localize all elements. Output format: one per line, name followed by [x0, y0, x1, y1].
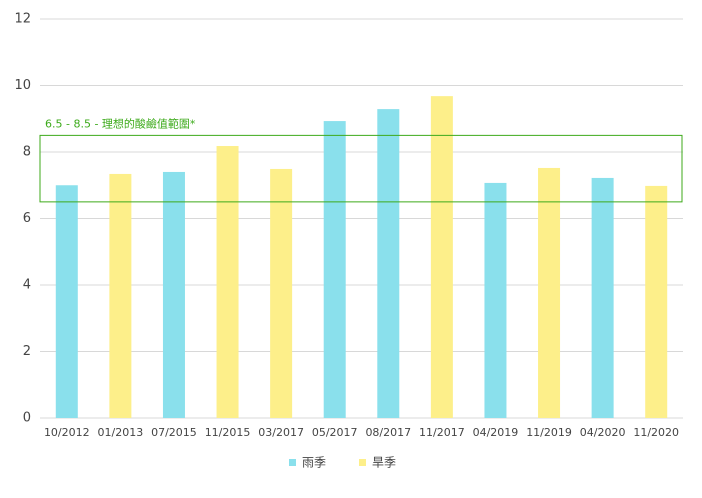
y-tick-label: 4 [23, 278, 31, 293]
x-tick-label: 05/2017 [312, 426, 358, 439]
bar [109, 173, 132, 418]
bar [484, 182, 507, 418]
bar [270, 168, 293, 418]
y-tick-label: 8 [23, 145, 31, 160]
x-tick-label: 11/2017 [419, 426, 465, 439]
bar [591, 177, 614, 418]
legend-swatch [359, 459, 366, 466]
y-tick-label: 0 [23, 411, 31, 426]
x-tick-label: 11/2015 [205, 426, 251, 439]
x-tick-label: 08/2017 [365, 426, 411, 439]
bar [162, 171, 185, 418]
bar [216, 146, 239, 418]
x-tick-label: 01/2013 [98, 426, 144, 439]
reference-band [39, 134, 683, 203]
x-tick-label: 03/2017 [258, 426, 304, 439]
band-label: 6.5 - 8.5 - 理想的酸鹼值範圍* [45, 116, 196, 130]
bar [323, 121, 346, 418]
bar [377, 109, 400, 419]
x-tick-label: 04/2019 [473, 426, 519, 439]
legend-label: 雨季 [302, 456, 326, 470]
y-tick-label: 6 [23, 211, 31, 226]
x-tick-label: 04/2020 [580, 426, 626, 439]
legend-swatch [289, 459, 296, 466]
bar [538, 167, 561, 418]
x-tick-label: 11/2020 [633, 426, 679, 439]
bar [430, 96, 453, 418]
y-tick-label: 12 [14, 12, 31, 27]
y-tick-label: 10 [14, 78, 31, 93]
bar [55, 185, 78, 418]
x-tick-label: 07/2015 [151, 426, 197, 439]
legend-label: 旱季 [372, 456, 396, 470]
y-tick-label: 2 [23, 344, 31, 359]
bar [645, 185, 668, 418]
x-tick-label: 11/2019 [526, 426, 572, 439]
x-tick-label: 10/2012 [44, 426, 90, 439]
